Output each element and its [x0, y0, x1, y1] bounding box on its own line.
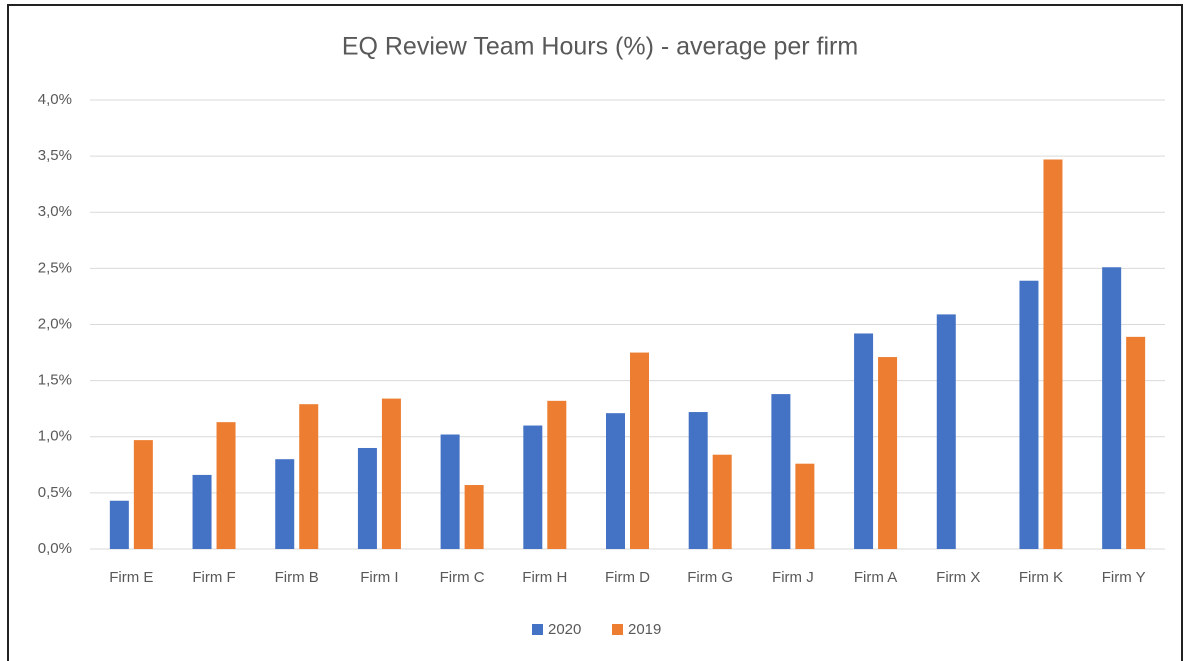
- bar: [192, 474, 212, 549]
- bar: [523, 425, 543, 549]
- x-tick-label: Firm X: [936, 569, 980, 586]
- x-tick-label: Firm F: [192, 569, 235, 586]
- bar: [216, 422, 236, 549]
- bar: [275, 459, 295, 549]
- bar: [878, 357, 898, 549]
- bar: [795, 463, 815, 549]
- x-tick-label: Firm J: [772, 569, 814, 586]
- bar: [630, 352, 649, 549]
- x-tick-label: Firm E: [109, 569, 153, 586]
- y-tick-label: 2,0%: [38, 315, 72, 332]
- x-tick-label: Firm I: [360, 569, 398, 586]
- bar: [133, 440, 153, 549]
- y-tick-label: 4,0%: [38, 91, 72, 108]
- x-tick-label: Firm Y: [1102, 569, 1146, 586]
- x-tick-label: Firm K: [1019, 569, 1063, 586]
- bar: [712, 454, 732, 549]
- x-tick-label: Firm C: [440, 569, 485, 586]
- bar: [440, 434, 460, 549]
- y-tick-label: 3,0%: [38, 203, 72, 220]
- x-tick-label: Firm D: [605, 569, 650, 586]
- y-tick-label: 2,5%: [38, 259, 72, 276]
- y-tick-label: 0,0%: [38, 540, 72, 557]
- y-tick-label: 1,0%: [38, 428, 72, 445]
- y-tick-label: 0,5%: [38, 484, 72, 501]
- bar: [606, 413, 625, 549]
- legend-label: 2020: [548, 621, 581, 638]
- bar: [357, 447, 377, 549]
- x-tick-label: Firm H: [522, 569, 567, 586]
- y-tick-label: 3,5%: [38, 147, 72, 164]
- chart-frame: [7, 4, 1183, 661]
- bar: [936, 314, 956, 549]
- bar: [854, 333, 874, 549]
- x-tick-label: Firm A: [854, 569, 897, 586]
- bar: [688, 412, 708, 549]
- bar: [1019, 280, 1039, 549]
- x-tick-label: Firm B: [275, 569, 319, 586]
- x-tick-label: Firm G: [687, 569, 733, 586]
- bar: [1126, 336, 1146, 549]
- bar: [1102, 267, 1122, 549]
- chart-title: EQ Review Team Hours (%) - average per f…: [342, 33, 858, 61]
- legend-swatch: [532, 624, 543, 635]
- bar: [547, 400, 567, 549]
- bar: [771, 394, 791, 549]
- legend-label: 2019: [628, 621, 661, 638]
- bar: [109, 500, 129, 549]
- y-tick-label: 1,5%: [38, 372, 72, 389]
- bar: [381, 398, 401, 549]
- bar: [1043, 159, 1063, 549]
- bar: [299, 404, 319, 549]
- legend-swatch: [612, 624, 623, 635]
- bar: [464, 485, 484, 549]
